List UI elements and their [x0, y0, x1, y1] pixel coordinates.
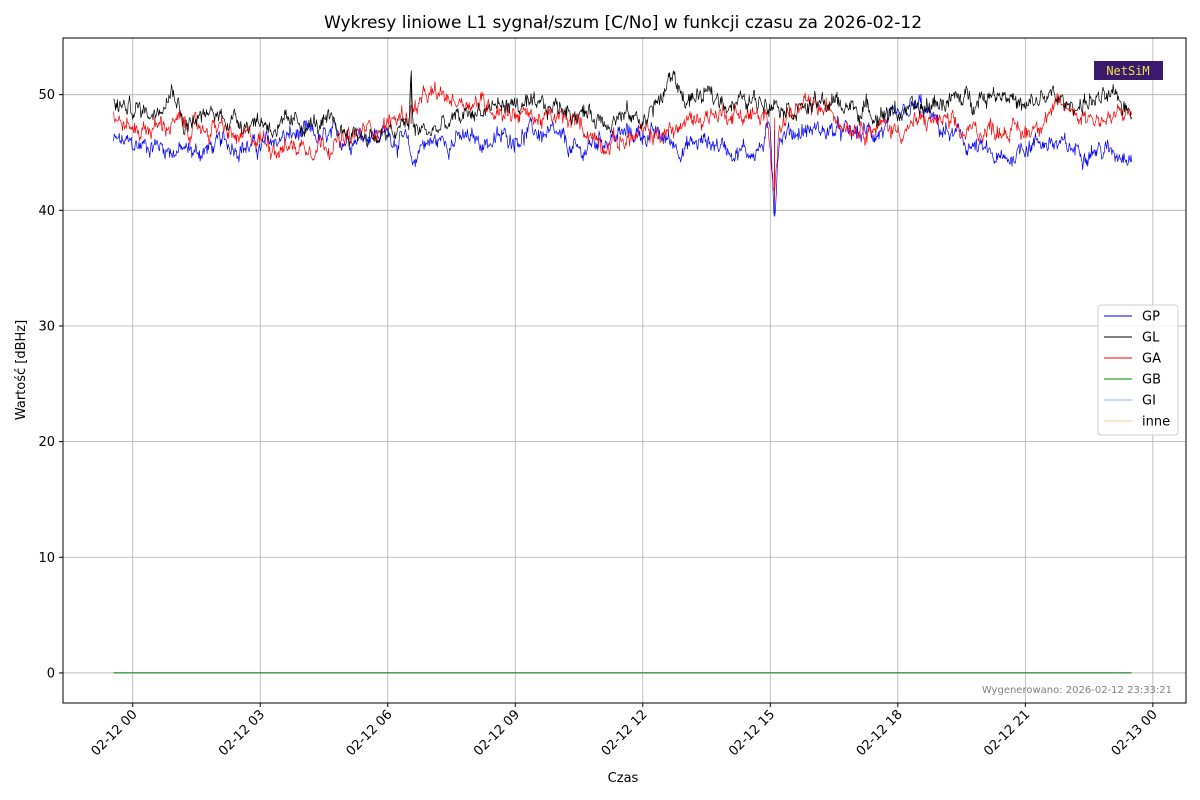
legend-label-gl: GL — [1142, 331, 1160, 346]
y-tick-label: 20 — [38, 435, 55, 450]
series-ga-line — [113, 81, 1132, 202]
plot-frame — [62, 37, 1187, 704]
y-axis: 0 10 20 30 40 50 — [38, 88, 63, 681]
y-tick-label: 0 — [47, 666, 55, 681]
y-axis-label: Wartość [dBHz] — [14, 320, 29, 420]
legend-label-gb: GB — [1142, 373, 1161, 388]
legend-label-gp: GP — [1142, 310, 1160, 325]
legend-label-gi: GI — [1142, 394, 1156, 409]
x-axis-label: Czas — [608, 771, 639, 786]
logo-background — [1094, 61, 1163, 80]
series-layer — [113, 70, 1132, 674]
logo: NetSiM — [1094, 61, 1163, 80]
y-tick-label: 10 — [38, 551, 55, 566]
chart-title: Wykresy liniowe L1 sygnał/szum [C/No] w … — [324, 13, 922, 33]
logo-text: NetSiM — [1106, 64, 1149, 78]
generated-timestamp: Wygenerowano: 2026-02-12 23:33:21 — [982, 685, 1172, 696]
y-tick-label: 30 — [38, 319, 55, 334]
legend-label-inne: inne — [1142, 415, 1170, 430]
legend: GP GL GA GB GI inne — [1097, 304, 1179, 436]
legend-label-ga: GA — [1142, 352, 1161, 367]
y-tick-label: 40 — [38, 204, 55, 219]
y-tick-label: 50 — [38, 88, 55, 103]
series-gl-line — [113, 70, 1132, 148]
